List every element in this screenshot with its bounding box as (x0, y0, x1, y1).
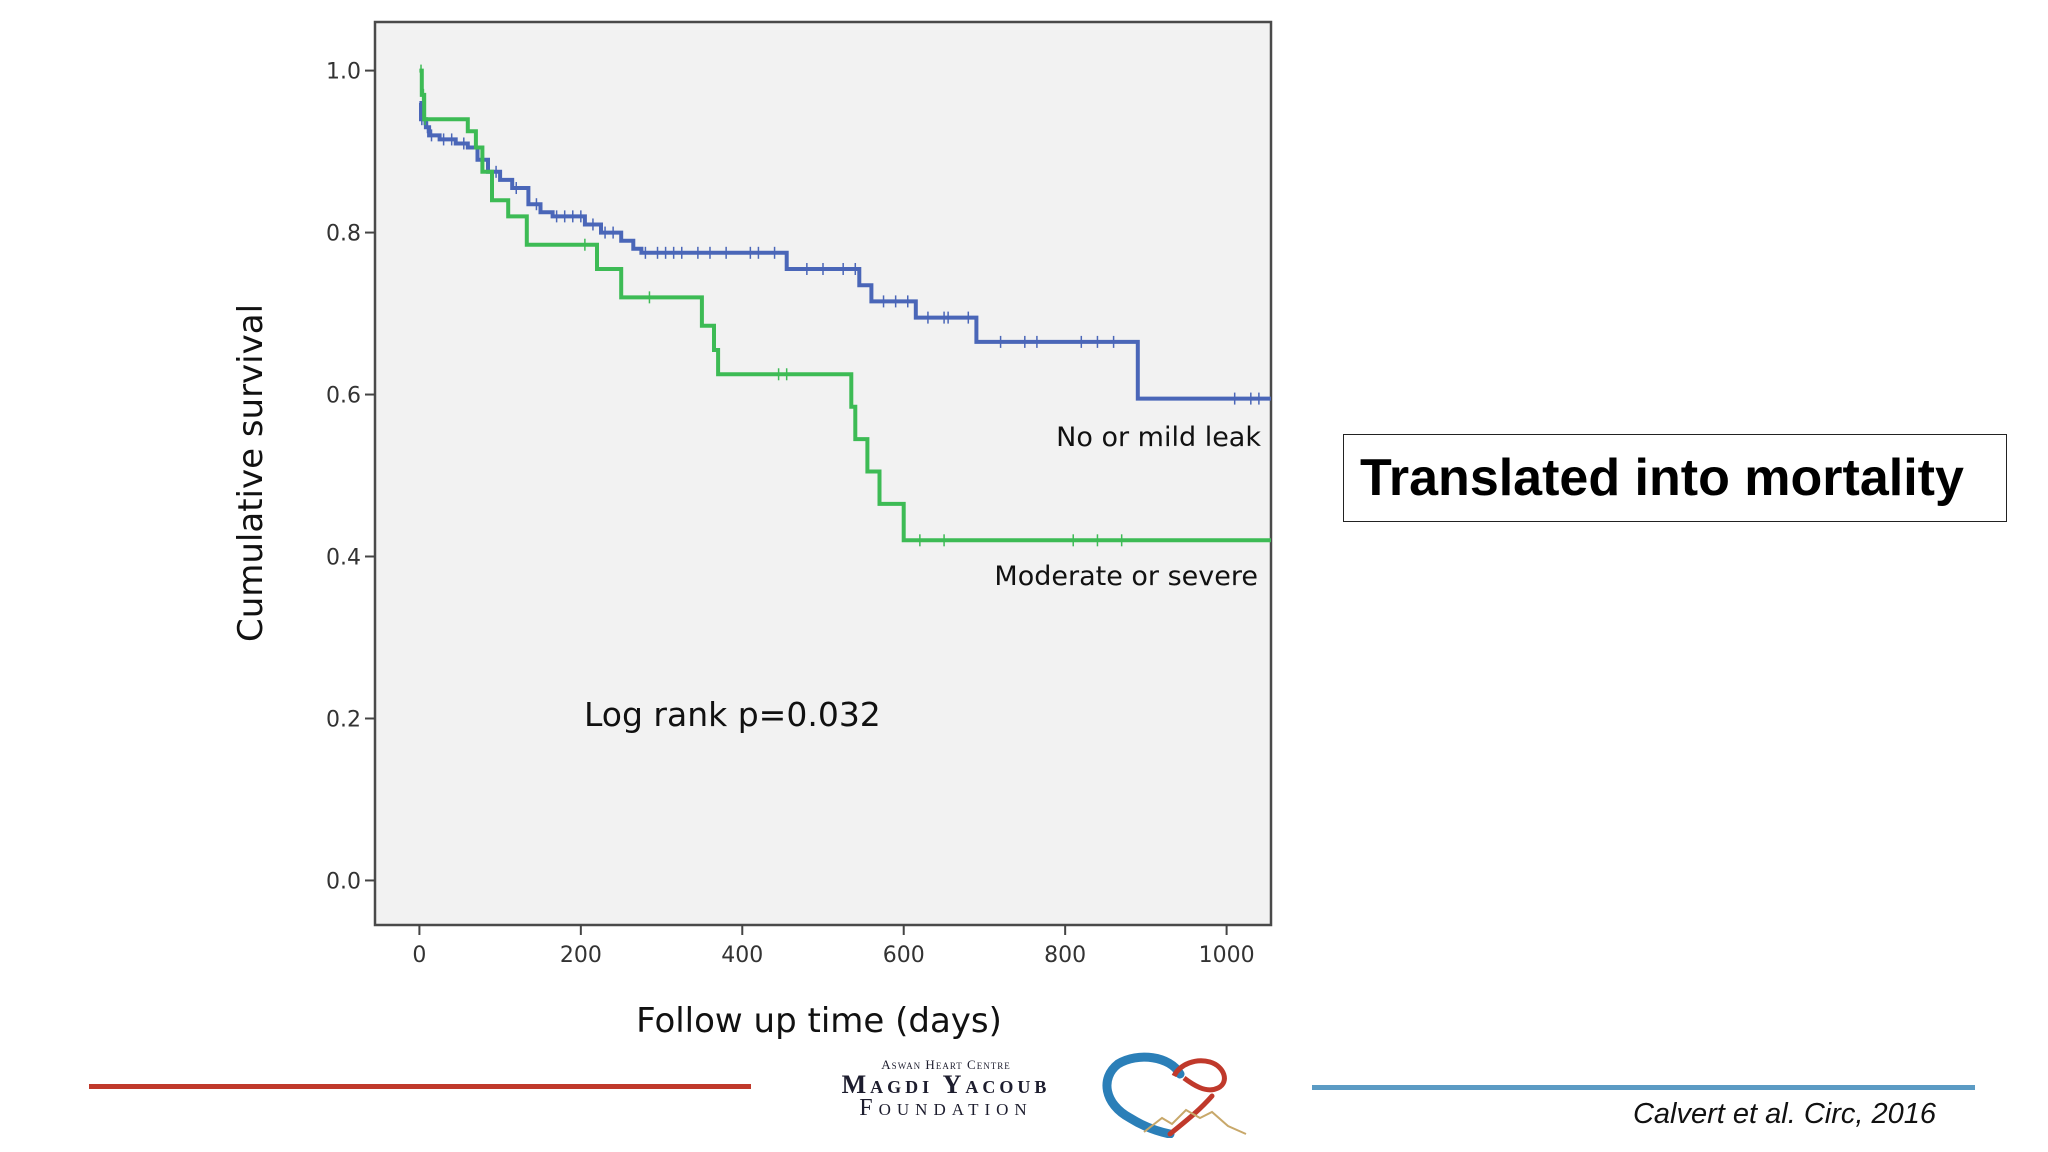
series-group (419, 64, 1271, 547)
slide-title-box: Translated into mortality (1343, 434, 2007, 522)
y-axis: 0.0 0.2 0.4 0.6 0.8 1.0 (326, 60, 375, 894)
log-rank-annotation: Log rank p=0.032 (584, 695, 881, 734)
survival-line-moderate-or-severe (419, 68, 1271, 543)
x-tick-label: 0 (412, 943, 426, 968)
slide-title: Translated into mortality (1360, 449, 1964, 507)
x-tick-label: 600 (883, 943, 925, 968)
y-axis-title: Cumulative survival (231, 304, 271, 642)
y-tick-label: 1.0 (326, 60, 361, 85)
x-tick-label: 200 (560, 943, 602, 968)
y-tick-label: 0.8 (326, 222, 361, 247)
plot-area (373, 20, 1273, 927)
heart-logo-icon (1102, 1052, 1247, 1138)
y-tick-label: 0.0 (326, 869, 361, 894)
x-axis: 0 200 400 600 800 1000 (412, 925, 1255, 968)
series-label-moderate-severe: Moderate or severe (994, 561, 1258, 592)
foundation-logo-text: Aswan Heart Centre Magdi Yacoub Foundati… (800, 1057, 1092, 1121)
x-tick-label: 400 (721, 943, 763, 968)
x-tick-label: 800 (1044, 943, 1086, 968)
logo-line-3: Foundation (859, 1095, 1033, 1121)
series-label-no-or-mild: No or mild leak (1056, 422, 1261, 453)
x-tick-label: 1000 (1199, 943, 1255, 968)
y-tick-label: 0.2 (326, 707, 361, 732)
logo-line-2: Magdi Yacoub (841, 1070, 1051, 1099)
survival-line-no-or-mild-leak (419, 101, 1271, 401)
divider-right (1312, 1085, 1975, 1090)
axes-group: 0.0 0.2 0.4 0.6 0.8 1.0 0 200 400 600 800 1000 (326, 60, 1255, 968)
citation: Calvert et al. Circ, 2016 (1632, 1098, 1936, 1130)
y-tick-label: 0.6 (326, 384, 361, 409)
divider-left (89, 1084, 751, 1089)
logo-line-1: Aswan Heart Centre (881, 1057, 1011, 1072)
x-axis-title: Follow up time (days) (636, 1001, 1002, 1041)
y-tick-label: 0.4 (326, 546, 361, 571)
